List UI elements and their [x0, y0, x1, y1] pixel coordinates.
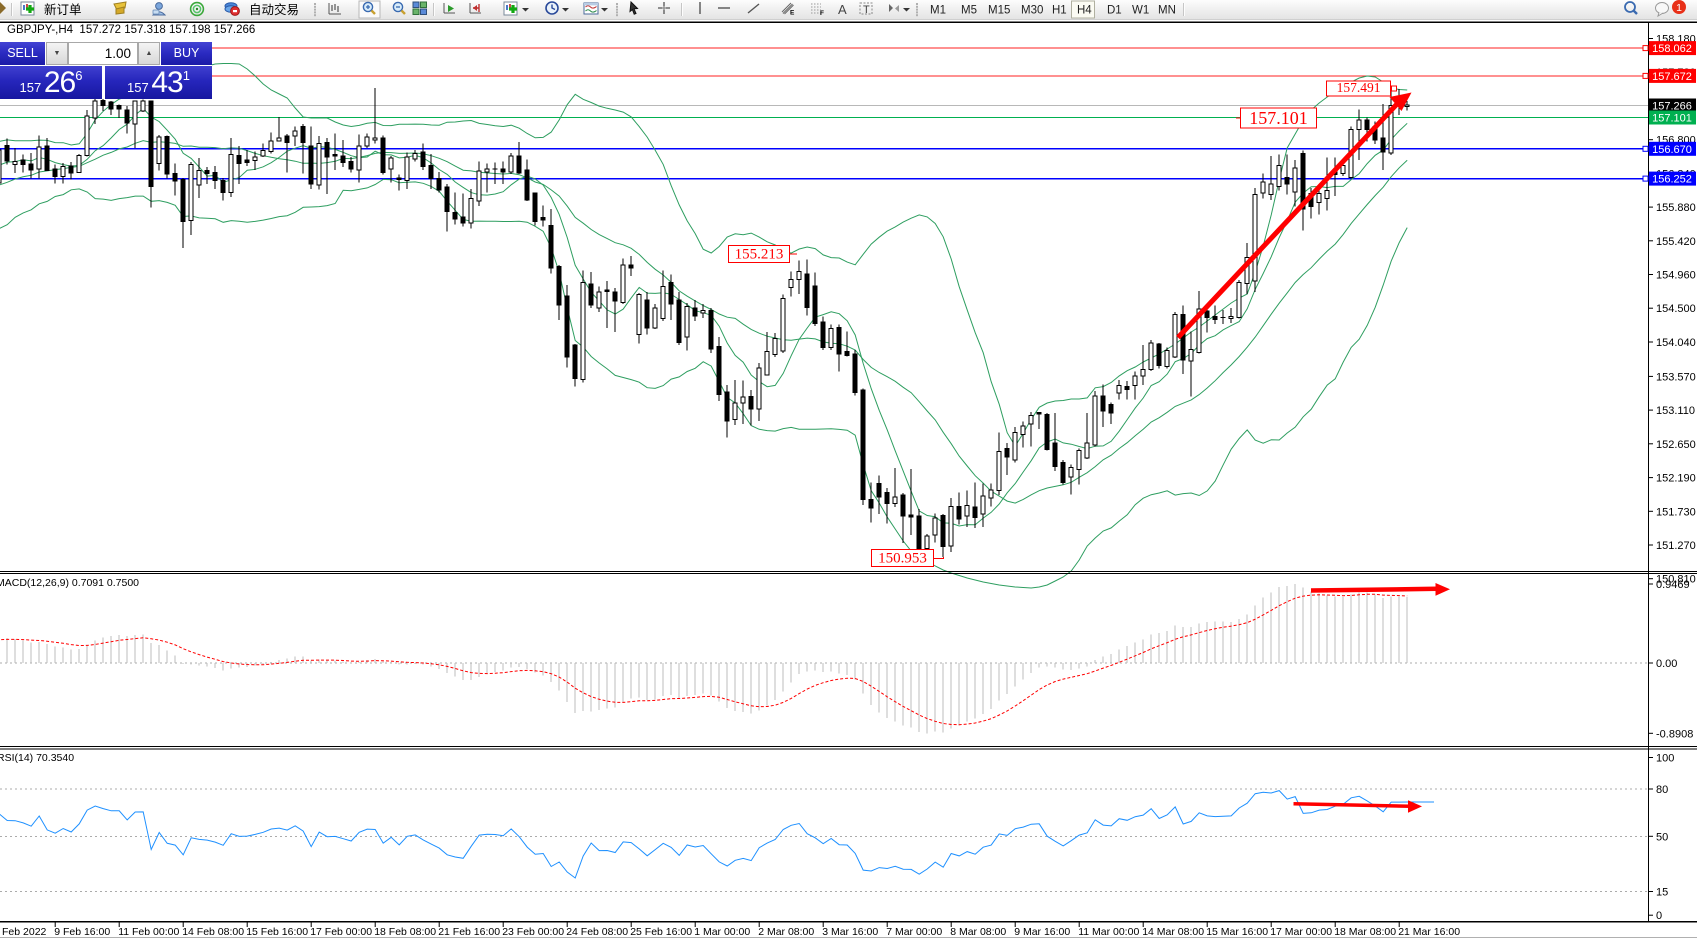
svg-text:150.810: 150.810 — [1656, 574, 1696, 586]
svg-text:M30: M30 — [1021, 5, 1043, 17]
svg-text:154.960: 154.960 — [1656, 270, 1696, 282]
svg-text:155.213: 155.213 — [735, 247, 784, 263]
svg-text:1 Mar 00:00: 1 Mar 00:00 — [694, 926, 750, 938]
svg-text:155.880: 155.880 — [1656, 202, 1696, 214]
svg-text:7 Mar 00:00: 7 Mar 00:00 — [886, 926, 942, 938]
svg-text:0.00: 0.00 — [1656, 658, 1677, 670]
svg-text:17 Feb 00:00: 17 Feb 00:00 — [310, 926, 372, 938]
svg-text:15 Feb 16:00: 15 Feb 16:00 — [246, 926, 308, 938]
svg-text:15 Mar 16:00: 15 Mar 16:00 — [1206, 926, 1268, 938]
svg-text:A: A — [838, 2, 847, 17]
svg-text:152.650: 152.650 — [1656, 439, 1696, 451]
svg-text:M5: M5 — [961, 5, 977, 17]
svg-text:157.101: 157.101 — [1652, 113, 1692, 125]
svg-text:152.190: 152.190 — [1656, 473, 1696, 485]
svg-text:11 Feb 00:00: 11 Feb 00:00 — [118, 926, 179, 938]
svg-text:154.040: 154.040 — [1656, 337, 1696, 349]
svg-text:9 Feb 16:00: 9 Feb 16:00 — [54, 926, 110, 938]
svg-text:157.266: 157.266 — [1652, 101, 1692, 113]
svg-text:T: T — [863, 4, 870, 16]
svg-text:17 Mar 00:00: 17 Mar 00:00 — [1270, 926, 1332, 938]
svg-text:自动交易: 自动交易 — [249, 2, 299, 17]
svg-text:21 Feb 16:00: 21 Feb 16:00 — [438, 926, 500, 938]
svg-text:157.101: 157.101 — [1249, 108, 1308, 128]
svg-text:8 Mar 08:00: 8 Mar 08:00 — [950, 926, 1006, 938]
svg-text:25 Feb 16:00: 25 Feb 16:00 — [630, 926, 692, 938]
svg-text:157.672: 157.672 — [1652, 71, 1692, 83]
svg-text:14 Mar 08:00: 14 Mar 08:00 — [1142, 926, 1204, 938]
svg-text:E: E — [790, 10, 795, 17]
svg-text:1: 1 — [1676, 2, 1682, 14]
svg-text:50: 50 — [1656, 831, 1668, 843]
svg-text:H4: H4 — [1077, 5, 1092, 17]
svg-text:2 Mar 08:00: 2 Mar 08:00 — [758, 926, 814, 938]
svg-text:F: F — [820, 10, 824, 17]
svg-text:157.491: 157.491 — [1337, 80, 1381, 95]
svg-text:11 Mar 00:00: 11 Mar 00:00 — [1078, 926, 1139, 938]
svg-text:MACD(12,26,9) 0.7091 0.7500: MACD(12,26,9) 0.7091 0.7500 — [0, 577, 139, 589]
svg-text:154.500: 154.500 — [1656, 303, 1696, 315]
svg-text:156.252: 156.252 — [1652, 174, 1692, 186]
svg-text:M15: M15 — [988, 5, 1010, 17]
svg-text:21 Mar 16:00: 21 Mar 16:00 — [1398, 926, 1460, 938]
svg-text:155.420: 155.420 — [1656, 236, 1696, 248]
svg-text:0.9469: 0.9469 — [1656, 579, 1690, 591]
svg-text:153.570: 153.570 — [1656, 371, 1696, 383]
svg-text:150.953: 150.953 — [878, 551, 927, 567]
svg-text:RSI(14) 70.3540: RSI(14) 70.3540 — [0, 752, 74, 764]
svg-text:MN: MN — [1158, 5, 1176, 17]
svg-text:新订单: 新订单 — [44, 2, 82, 17]
svg-text:3 Mar 16:00: 3 Mar 16:00 — [822, 926, 878, 938]
svg-text:100: 100 — [1656, 753, 1674, 765]
svg-text:9 Mar 16:00: 9 Mar 16:00 — [1014, 926, 1070, 938]
svg-text:18 Mar 08:00: 18 Mar 08:00 — [1334, 926, 1396, 938]
svg-text:24 Feb 08:00: 24 Feb 08:00 — [566, 926, 628, 938]
svg-text:23 Feb 00:00: 23 Feb 00:00 — [502, 926, 564, 938]
svg-text:15: 15 — [1656, 887, 1668, 899]
svg-text:151.270: 151.270 — [1656, 540, 1696, 552]
svg-text:H1: H1 — [1052, 5, 1067, 17]
svg-text:Feb 2022: Feb 2022 — [2, 926, 47, 938]
svg-text:156.670: 156.670 — [1652, 144, 1692, 156]
svg-text:151.730: 151.730 — [1656, 506, 1696, 518]
svg-text:D1: D1 — [1107, 5, 1122, 17]
svg-text:-0.8908: -0.8908 — [1656, 728, 1693, 740]
svg-text:W1: W1 — [1132, 5, 1149, 17]
svg-text:153.110: 153.110 — [1656, 405, 1695, 417]
svg-text:0: 0 — [1656, 910, 1662, 922]
svg-text:GBPJPY-,H4 157.272 157.318 15: GBPJPY-,H4 157.272 157.318 157.198 157.2… — [7, 24, 255, 36]
svg-text:14 Feb 08:00: 14 Feb 08:00 — [182, 926, 244, 938]
svg-text:158.062: 158.062 — [1652, 43, 1692, 55]
svg-text:80: 80 — [1656, 784, 1668, 796]
svg-text:18 Feb 08:00: 18 Feb 08:00 — [374, 926, 436, 938]
svg-text:M1: M1 — [930, 5, 946, 17]
